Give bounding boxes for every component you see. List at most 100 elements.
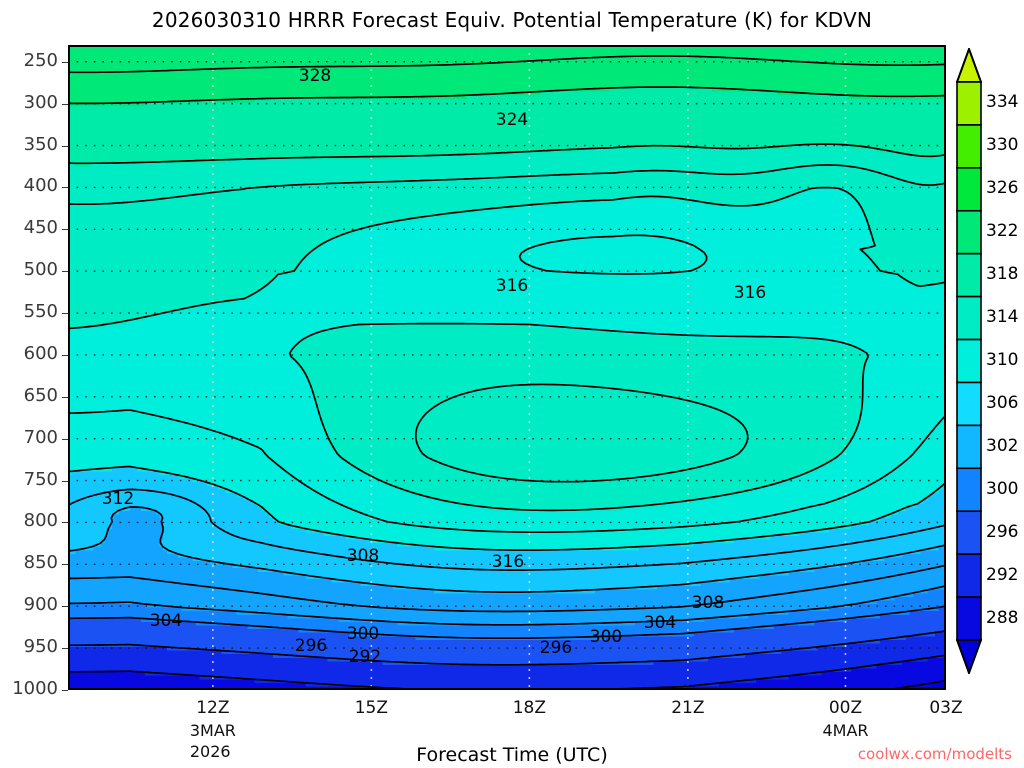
colorbar-tick-label: 330 [986, 135, 1019, 156]
x-axis-date-label: 4MAR [822, 721, 869, 740]
colorbar-segment [956, 596, 982, 641]
y-axis-tick-label: 450 [23, 217, 58, 239]
y-axis-tick-mark [62, 313, 68, 315]
y-axis-tick-label: 500 [23, 259, 58, 281]
contour-line [68, 488, 946, 571]
contour-line [68, 186, 946, 512]
colorbar-segment [956, 510, 982, 555]
colorbar-segment [956, 167, 982, 212]
colorbar-tick-label: 334 [986, 92, 1019, 113]
contour-label: 292292 [349, 647, 381, 667]
colorbar [956, 48, 982, 674]
plot-border [68, 45, 946, 690]
svg-text:296: 296 [295, 636, 327, 656]
theta-e-cross-section: 3283283243243163163163163123123083083163… [68, 45, 946, 690]
y-axis-tick-mark [62, 103, 68, 105]
contour-line [68, 55, 946, 74]
y-axis-tick-mark [62, 690, 68, 691]
x-axis-date-label: 3MAR [189, 721, 236, 740]
y-axis-tick-label: 1000 [12, 678, 58, 699]
x-axis-tick-label: 03Z [929, 698, 963, 718]
colorbar-tick-label: 292 [986, 564, 1019, 585]
colorbar-segment [956, 424, 982, 470]
y-axis-tick-label: 750 [23, 468, 58, 490]
colorbar-segment [956, 381, 982, 427]
y-axis-tick-label: 950 [23, 636, 58, 658]
contour-fills [68, 45, 946, 690]
x-axis-tick-label: 21Z [671, 698, 705, 718]
y-axis-tick-mark [62, 522, 68, 524]
contour-line [68, 506, 946, 593]
colorbar-segment [956, 467, 982, 513]
y-axis-tick-mark [62, 145, 68, 147]
colorbar-tick-label: 318 [986, 264, 1019, 285]
svg-text:312: 312 [102, 489, 134, 509]
contour-label: 308308 [347, 546, 379, 566]
y-axis-tick-label: 250 [23, 49, 58, 71]
svg-text:304: 304 [644, 613, 676, 633]
colorbar-segment [956, 295, 982, 341]
y-axis-tick-mark [62, 438, 68, 440]
x-axis-tick-label: 12Z [196, 698, 230, 718]
svg-text:292: 292 [349, 647, 381, 667]
y-axis-tick-mark [62, 396, 68, 398]
y-axis-tick-mark [62, 354, 68, 356]
y-axis-tick-mark [62, 61, 68, 63]
svg-text:300: 300 [347, 624, 379, 644]
svg-text:308: 308 [692, 593, 724, 613]
y-axis-tick-label: 600 [23, 342, 58, 364]
colorbar-tick-label: 322 [986, 221, 1019, 242]
contour-line [68, 564, 946, 613]
contour-label: 312312 [102, 489, 134, 509]
y-axis-tick-mark [62, 229, 68, 231]
colorbar-tick-label: 326 [986, 178, 1019, 199]
colorbar-tick-label: 302 [986, 435, 1019, 456]
y-axis-tick-label: 900 [23, 594, 58, 616]
svg-text:316: 316 [734, 283, 766, 303]
y-axis-tick-label: 850 [23, 552, 58, 574]
y-axis-tick-label: 300 [23, 91, 58, 113]
y-axis-tick-mark [62, 480, 68, 482]
svg-text:316: 316 [496, 276, 528, 296]
y-axis-tick-mark [62, 648, 68, 650]
colorbar-tick-label: 310 [986, 350, 1019, 370]
svg-text:316: 316 [492, 552, 524, 572]
contour-label: 308308 [692, 593, 724, 613]
x-axis-year-label: 2026 [189, 742, 231, 761]
contour-line [68, 654, 946, 690]
chart-plot-area: 3283283243243163163163163123123083083163… [68, 45, 946, 690]
contour-line [68, 164, 946, 483]
x-axis-tick-label: 15Z [354, 698, 388, 718]
colorbar-segment [956, 338, 982, 384]
y-axis-tick-label: 550 [23, 301, 58, 323]
svg-text:308: 308 [347, 546, 379, 566]
colorbar-segment [956, 124, 982, 169]
colorbar-segment [956, 553, 982, 598]
contour-label: 328328 [299, 66, 331, 86]
colorbar-top-cap [956, 48, 982, 83]
page-title: 2026030310 HRRR Forecast Equiv. Potentia… [151, 8, 873, 32]
colorbar-bottom-cap [956, 639, 982, 674]
x-axis-tick-label: 00Z [828, 698, 863, 718]
colorbar-tick-label: 300 [986, 478, 1019, 499]
colorbar-segment [956, 252, 982, 298]
y-axis-tick-mark [62, 187, 68, 189]
svg-text:328: 328 [299, 66, 331, 86]
colorbar-tick-label: 314 [986, 307, 1019, 328]
svg-text:324: 324 [496, 110, 528, 130]
contour-label: 324324 [496, 110, 528, 130]
svg-text:304: 304 [150, 611, 182, 631]
contour-line [68, 630, 946, 666]
svg-text:296: 296 [540, 638, 572, 658]
contour-line [68, 143, 946, 165]
colorbar-segment [956, 209, 982, 255]
contour-lines [68, 55, 946, 690]
